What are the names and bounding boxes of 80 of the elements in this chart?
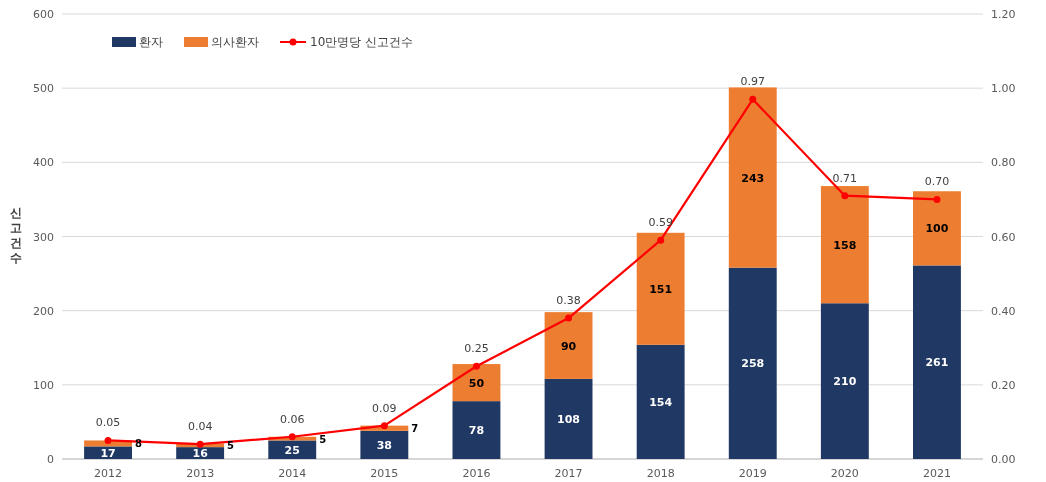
- data-label: 0.09: [372, 401, 397, 415]
- bar: [728, 267, 777, 459]
- point: [657, 236, 665, 244]
- y2-tick-label: 0.60: [991, 230, 1016, 244]
- data-label: 25: [284, 443, 300, 457]
- x-tick-label: 2020: [830, 467, 859, 480]
- point: [565, 314, 573, 322]
- x-tick-label: 2013: [186, 467, 215, 480]
- point: [380, 422, 388, 430]
- x-tick-label: 2014: [278, 467, 307, 480]
- data-label: 258: [741, 357, 765, 371]
- x-tick-label: 2018: [646, 467, 675, 480]
- y-axis-title: 신고건수: [10, 205, 22, 265]
- x-tick-label: 2012: [94, 467, 123, 480]
- y-tick-label: 400: [33, 156, 54, 170]
- bar: [360, 430, 409, 459]
- point: [749, 95, 757, 103]
- y-tick-label: 600: [33, 8, 54, 21]
- data-label: 154: [649, 395, 673, 409]
- bar: [913, 265, 961, 459]
- data-label: 0.70: [924, 175, 950, 189]
- data-label: 210: [833, 375, 857, 389]
- legend-label: 의사환자: [211, 35, 259, 49]
- y-tick-label: 100: [33, 378, 54, 392]
- bar: [728, 87, 777, 268]
- data-label: 7: [411, 423, 419, 435]
- legend-label: 10만명당 신고건수: [310, 35, 414, 49]
- bar: [544, 378, 593, 459]
- data-label: 0.71: [832, 171, 858, 185]
- legend-label: 환자: [139, 35, 163, 49]
- bar: [84, 446, 132, 459]
- data-label: 50: [468, 376, 485, 390]
- y2-tick-label: 0.20: [991, 378, 1016, 392]
- data-label: 0.05: [95, 416, 121, 430]
- data-label: 0.04: [187, 420, 213, 434]
- bar: [820, 303, 869, 459]
- bar: [820, 186, 869, 304]
- bar: [452, 401, 501, 459]
- data-label: 0.25: [464, 342, 489, 356]
- data-label: 0.06: [280, 412, 305, 426]
- data-label: 5: [319, 433, 327, 445]
- x-tick-label: 2019: [738, 467, 767, 480]
- point: [472, 362, 480, 370]
- y2-tick-label: 0.80: [991, 156, 1016, 170]
- y-tick-label: 300: [33, 230, 54, 244]
- y2-tick-label: 1.00: [991, 82, 1016, 96]
- y-tick-label: 500: [33, 82, 54, 96]
- bar: [913, 191, 961, 266]
- point: [104, 436, 112, 444]
- data-label: 5: [227, 440, 235, 452]
- data-label: 0.38: [556, 294, 581, 308]
- data-label: 0.97: [740, 75, 765, 89]
- x-tick-label: 2015: [370, 467, 399, 480]
- data-label: 38: [376, 438, 393, 452]
- data-label: 151: [649, 282, 673, 296]
- data-label: 158: [833, 238, 857, 252]
- data-label: 243: [741, 171, 765, 185]
- data-label: 90: [560, 339, 577, 353]
- y2-tick-label: 0.00: [991, 453, 1016, 466]
- bar: [268, 440, 317, 459]
- point: [288, 433, 296, 441]
- point: [933, 195, 941, 203]
- data-label: 108: [557, 412, 581, 426]
- x-tick-label: 2021: [922, 467, 951, 480]
- x-tick-label: 2016: [462, 467, 491, 480]
- bar: [636, 344, 685, 459]
- data-label: 78: [468, 424, 485, 438]
- x-tick-label: 2017: [554, 467, 583, 480]
- bar: [544, 312, 593, 379]
- data-label: 100: [925, 222, 949, 236]
- y-tick-label: 200: [33, 304, 54, 318]
- y2-tick-label: 1.20: [991, 8, 1016, 21]
- y2-tick-label: 0.40: [991, 304, 1016, 318]
- point: [196, 440, 204, 448]
- data-label: 16: [192, 447, 209, 461]
- data-label: 17: [100, 446, 116, 460]
- data-label: 261: [925, 356, 949, 370]
- bar: [636, 232, 685, 345]
- y-tick-label: 0: [47, 453, 54, 466]
- point: [841, 192, 849, 200]
